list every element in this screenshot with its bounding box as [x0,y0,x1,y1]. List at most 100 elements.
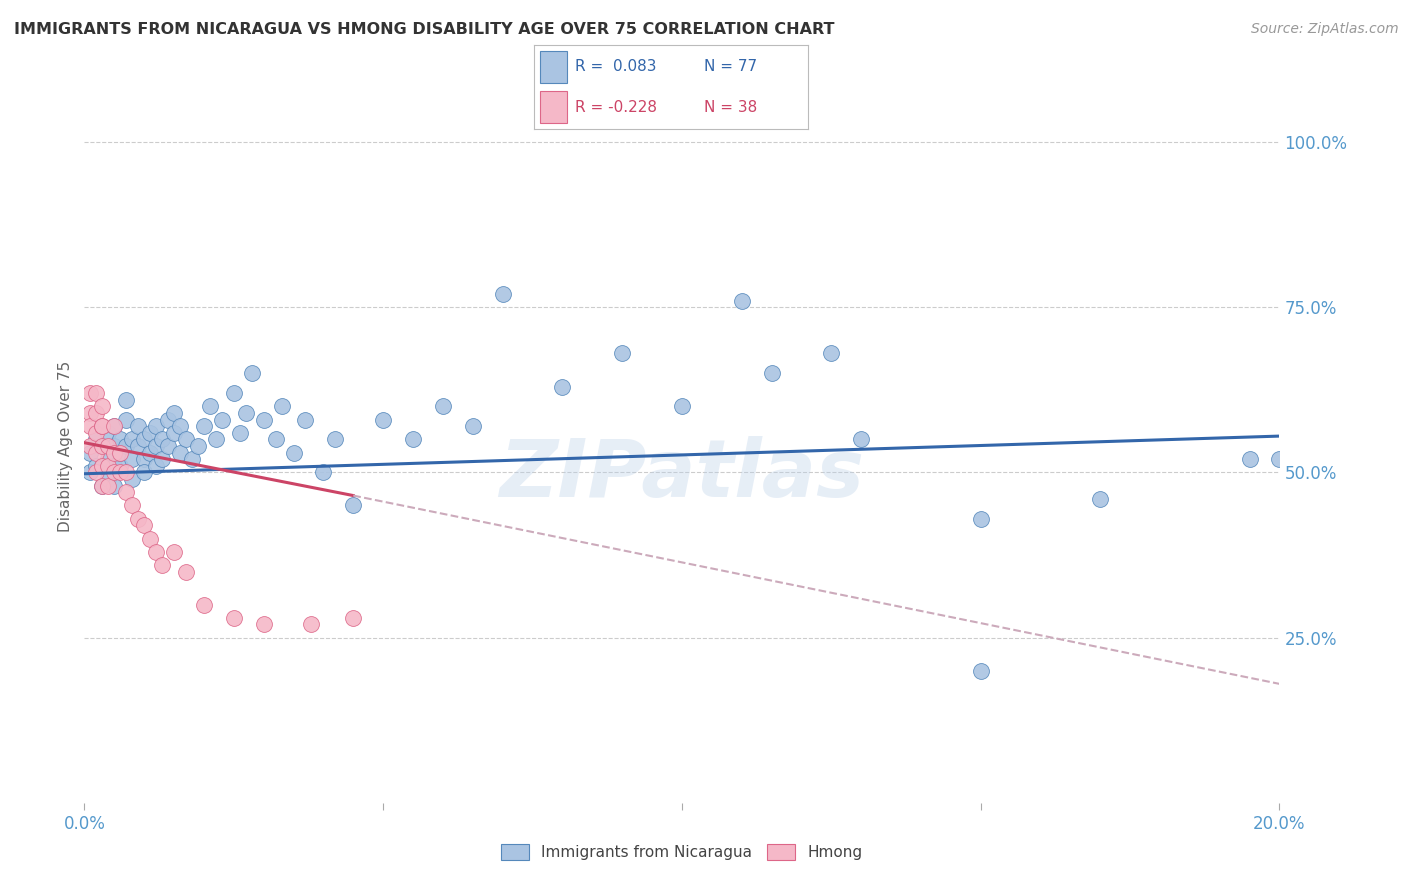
Point [127,511,149,525]
Point [150,452,173,467]
Point [86,386,108,401]
Point [253,412,276,426]
Text: ZIPatlas: ZIPatlas [499,435,865,514]
Point [970,664,993,678]
Point [145,458,167,473]
Point [132,433,156,447]
Point [79,419,101,434]
Point [157,412,180,426]
Text: Source: ZipAtlas.com: Source: ZipAtlas.com [1251,22,1399,37]
Point [91,478,114,492]
Point [551,379,574,393]
Point [91,439,114,453]
Point [187,439,209,453]
Point [228,425,252,440]
Point [283,445,305,459]
Point [127,439,149,453]
Point [342,499,364,513]
Point [91,439,114,453]
Point [110,433,132,447]
Point [115,485,138,500]
Point [373,412,395,426]
Point [222,611,245,625]
Point [121,433,143,447]
Point [193,598,215,612]
Point [253,617,276,632]
Point [731,293,754,308]
Point [150,433,173,447]
Point [132,452,156,467]
Point [492,287,515,301]
Point [91,458,114,473]
Point [211,412,233,426]
Point [97,478,120,492]
Point [115,439,138,453]
Point [264,433,287,447]
Point [86,433,108,447]
Point [851,433,873,447]
Point [1239,452,1261,467]
Text: R = -0.228: R = -0.228 [575,100,658,115]
Point [110,445,132,459]
Point [181,452,204,467]
Text: R =  0.083: R = 0.083 [575,59,657,74]
Point [174,565,197,579]
Point [342,611,364,625]
Point [115,392,138,407]
Point [139,445,162,459]
Point [970,511,993,525]
Point [110,458,132,473]
Point [301,617,323,632]
Text: IMMIGRANTS FROM NICARAGUA VS HMONG DISABILITY AGE OVER 75 CORRELATION CHART: IMMIGRANTS FROM NICARAGUA VS HMONG DISAB… [14,22,835,37]
Point [86,458,108,473]
Point [103,445,125,459]
Point [121,472,143,486]
Point [294,412,316,426]
Point [325,433,347,447]
Point [97,439,120,453]
Point [174,433,197,447]
Point [240,367,263,381]
Point [163,545,186,559]
Point [79,445,101,459]
Point [235,406,257,420]
Point [270,400,292,414]
Point [91,478,114,492]
Text: N = 38: N = 38 [704,100,758,115]
Point [402,433,425,447]
Point [79,466,101,480]
Point [145,419,167,434]
Point [145,545,167,559]
Point [103,466,125,480]
Point [820,346,842,360]
Legend: Immigrants from Nicaragua, Hmong: Immigrants from Nicaragua, Hmong [495,838,869,866]
Point [198,400,221,414]
Point [205,433,228,447]
Point [86,445,108,459]
Point [115,412,138,426]
Point [312,466,335,480]
Point [132,466,156,480]
Point [612,346,634,360]
Point [139,425,162,440]
Point [86,466,108,480]
Point [79,386,101,401]
Point [193,419,215,434]
Point [432,400,454,414]
Point [97,458,120,473]
Y-axis label: Disability Age Over 75: Disability Age Over 75 [58,360,73,532]
Point [461,419,484,434]
Point [103,419,125,434]
Bar [540,51,567,83]
Point [91,458,114,473]
Bar [540,91,567,123]
Point [761,367,783,381]
Point [97,425,120,440]
Point [121,452,143,467]
Text: N = 77: N = 77 [704,59,758,74]
Point [169,445,191,459]
Point [110,445,132,459]
Point [103,419,125,434]
Point [132,518,156,533]
Point [86,425,108,440]
